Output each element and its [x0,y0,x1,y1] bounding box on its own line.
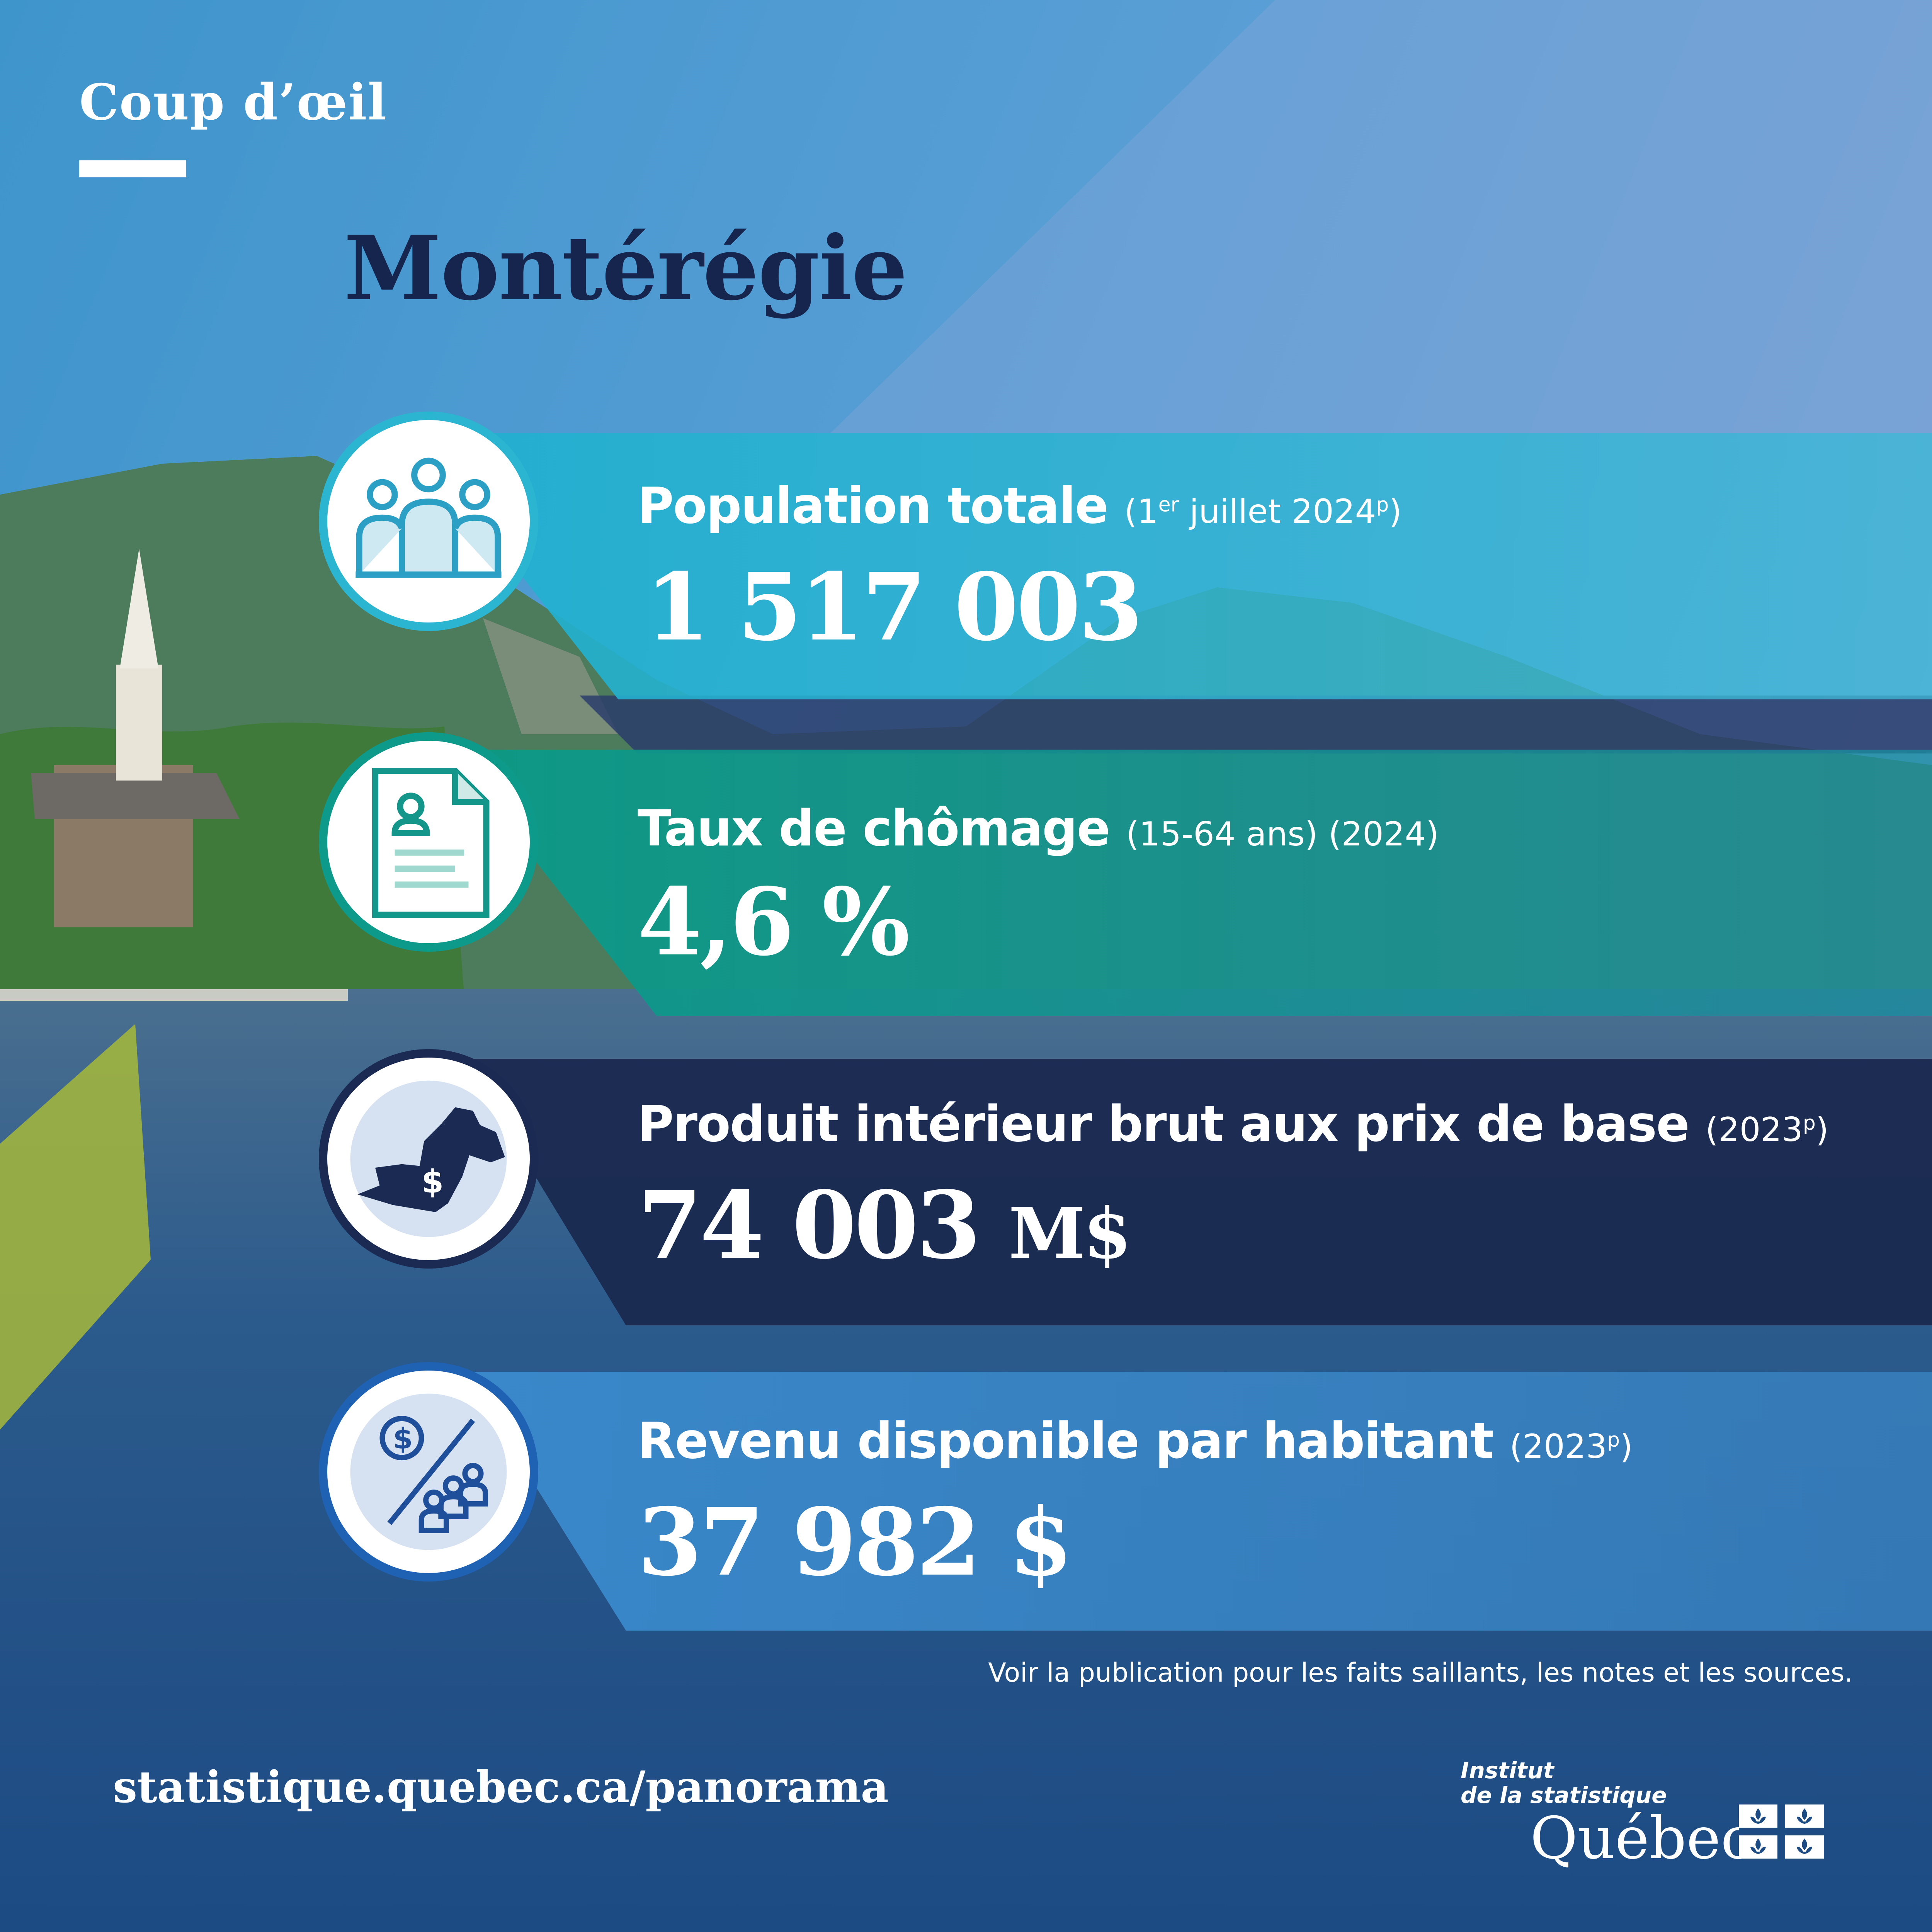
logo-line-1: Institut [1461,1757,1554,1784]
income-value: 37 982 $ [638,1488,1073,1597]
svg-text:$: $ [422,1163,444,1200]
population-value: 1 517 003 [645,553,1143,662]
gdp-unit: M$ [1009,1193,1131,1274]
income-per-capita-icon: $ [350,1393,507,1550]
population-icon [355,457,502,578]
gdp-badge: $ [319,1049,538,1269]
website-link[interactable]: statistique.quebec.ca/panorama [113,1762,889,1813]
gdp-label: Produit intérieur brut aux prix de base … [638,1095,1829,1153]
kicker-underline [79,160,186,177]
svg-text:$: $ [393,1423,413,1456]
document-icon [372,767,490,918]
footnote: Voir la publication pour les faits saill… [988,1658,1853,1688]
region-map-icon: $ [350,1080,507,1237]
kicker: Coup d’œil [79,73,388,131]
quebec-flag-icon [1739,1804,1824,1859]
page-title: Montérégie [344,216,908,320]
income-badge: $ [319,1362,538,1582]
unemployment-label: Taux de chômage (15-64 ans) (2024) [638,800,1439,857]
unemployment-value: 4,6 % [638,867,910,976]
population-badge [319,412,538,631]
isq-logo: Institut de la statistique Québec [1461,1758,1753,1869]
logo-line-2: de la statistique [1461,1782,1667,1808]
logo-line-3: Québec [1530,1805,1753,1872]
population-label: Population totale (1er juillet 2024p) [638,477,1402,535]
unemployment-badge [319,732,538,952]
income-label: Revenu disponible par habitant (2023p) [638,1412,1633,1470]
gdp-value: 74 003 M$ [638,1171,1132,1280]
